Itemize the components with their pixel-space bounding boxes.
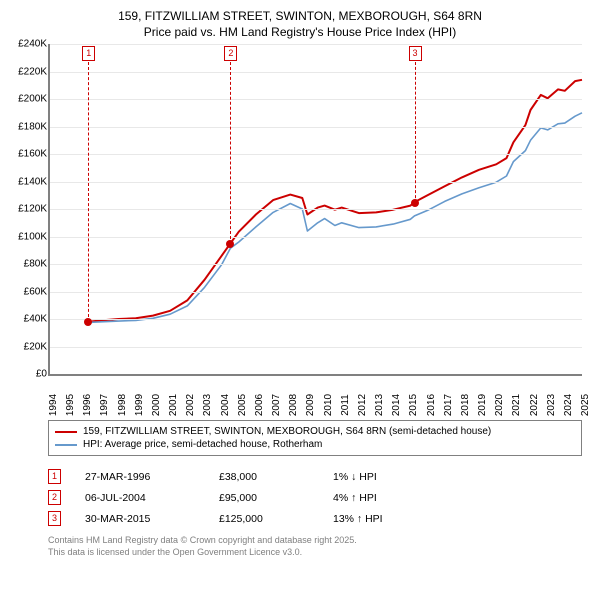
gridline xyxy=(50,154,582,155)
legend-label: 159, FITZWILLIAM STREET, SWINTON, MEXBOR… xyxy=(83,426,491,437)
x-tick-label: 2000 xyxy=(151,394,162,416)
x-tick-label: 2001 xyxy=(168,394,179,416)
x-tick-label: 2012 xyxy=(357,394,368,416)
x-tick-label: 2013 xyxy=(374,394,385,416)
x-tick-label: 2020 xyxy=(494,394,505,416)
x-tick-label: 2005 xyxy=(237,394,248,416)
y-tick-label: £60K xyxy=(24,286,50,297)
y-tick-label: £80K xyxy=(24,259,50,270)
x-tick-label: 2006 xyxy=(254,394,265,416)
footer-line1: Contains HM Land Registry data © Crown c… xyxy=(48,535,582,547)
sale-change: 1% ↓ HPI xyxy=(333,471,453,483)
gridline xyxy=(50,264,582,265)
x-tick-label: 2010 xyxy=(323,394,334,416)
y-tick-label: £20K xyxy=(24,341,50,352)
legend-swatch xyxy=(55,444,77,446)
x-tick-label: 2021 xyxy=(511,394,522,416)
x-tick-label: 2004 xyxy=(220,394,231,416)
x-tick-label: 2009 xyxy=(305,394,316,416)
footer-line2: This data is licensed under the Open Gov… xyxy=(48,547,582,559)
sale-marker-line xyxy=(88,62,89,322)
x-tick-label: 2018 xyxy=(460,394,471,416)
chart: £0£20K£40K£60K£80K£100K£120K£140K£160K£1… xyxy=(48,44,582,394)
sale-price: £125,000 xyxy=(219,513,309,525)
sale-marker-badge: 2 xyxy=(224,46,237,61)
sale-marker-line xyxy=(230,62,231,243)
y-tick-label: £220K xyxy=(18,66,50,77)
x-tick-label: 2002 xyxy=(185,394,196,416)
gridline xyxy=(50,209,582,210)
gridline xyxy=(50,237,582,238)
x-tick-label: 1998 xyxy=(117,394,128,416)
title-line2: Price paid vs. HM Land Registry's House … xyxy=(10,24,590,40)
sale-badge: 2 xyxy=(48,490,61,505)
x-tick-label: 2008 xyxy=(288,394,299,416)
x-tick-label: 2014 xyxy=(391,394,402,416)
gridline xyxy=(50,44,582,45)
x-tick-label: 2015 xyxy=(408,394,419,416)
y-tick-label: £40K xyxy=(24,314,50,325)
x-tick-label: 2022 xyxy=(529,394,540,416)
x-tick-label: 2007 xyxy=(271,394,282,416)
footer: Contains HM Land Registry data © Crown c… xyxy=(48,535,582,558)
legend-label: HPI: Average price, semi-detached house,… xyxy=(83,439,322,450)
sale-marker-line xyxy=(415,62,416,202)
x-tick-label: 2025 xyxy=(580,394,591,416)
sale-badge: 3 xyxy=(48,511,61,526)
sale-change: 13% ↑ HPI xyxy=(333,513,453,525)
y-tick-label: £140K xyxy=(18,176,50,187)
x-tick-label: 1996 xyxy=(82,394,93,416)
sale-price: £38,000 xyxy=(219,471,309,483)
chart-title: 159, FITZWILLIAM STREET, SWINTON, MEXBOR… xyxy=(10,8,590,40)
legend: 159, FITZWILLIAM STREET, SWINTON, MEXBOR… xyxy=(48,420,582,456)
x-tick-label: 2003 xyxy=(202,394,213,416)
x-tick-label: 2019 xyxy=(477,394,488,416)
y-tick-label: £100K xyxy=(18,231,50,242)
series-price_paid xyxy=(88,80,582,322)
legend-item: HPI: Average price, semi-detached house,… xyxy=(55,438,575,451)
legend-item: 159, FITZWILLIAM STREET, SWINTON, MEXBOR… xyxy=(55,425,575,438)
x-tick-label: 2016 xyxy=(426,394,437,416)
x-tick-label: 2011 xyxy=(340,395,351,417)
gridline xyxy=(50,347,582,348)
x-tick-label: 1995 xyxy=(65,394,76,416)
title-line1: 159, FITZWILLIAM STREET, SWINTON, MEXBOR… xyxy=(10,8,590,24)
gridline xyxy=(50,99,582,100)
sale-dot xyxy=(84,318,92,326)
gridline xyxy=(50,319,582,320)
legend-swatch xyxy=(55,431,77,433)
sales-table: 1 27-MAR-1996 £38,000 1% ↓ HPI 2 06-JUL-2004 £… xyxy=(48,466,582,529)
sale-price: £95,000 xyxy=(219,492,309,504)
x-tick-label: 2017 xyxy=(443,394,454,416)
sale-dot xyxy=(411,199,419,207)
y-tick-label: £160K xyxy=(18,149,50,160)
x-tick-label: 1997 xyxy=(99,394,110,416)
y-tick-label: £120K xyxy=(18,204,50,215)
gridline xyxy=(50,292,582,293)
y-tick-label: £180K xyxy=(18,121,50,132)
sale-row: 1 27-MAR-1996 £38,000 1% ↓ HPI xyxy=(48,466,582,487)
y-tick-label: £240K xyxy=(18,39,50,50)
y-tick-label: £200K xyxy=(18,94,50,105)
sale-marker-badge: 1 xyxy=(82,46,95,61)
x-axis-labels: 1994199519961997199819992000200120022003… xyxy=(48,376,582,394)
sale-date: 27-MAR-1996 xyxy=(85,471,195,483)
gridline xyxy=(50,127,582,128)
sale-row: 3 30-MAR-2015 £125,000 13% ↑ HPI xyxy=(48,508,582,529)
plot-area: £0£20K£40K£60K£80K£100K£120K£140K£160K£1… xyxy=(48,44,582,376)
gridline xyxy=(50,72,582,73)
x-tick-label: 2024 xyxy=(563,394,574,416)
x-tick-label: 1994 xyxy=(48,394,59,416)
sale-date: 06-JUL-2004 xyxy=(85,492,195,504)
sale-row: 2 06-JUL-2004 £95,000 4% ↑ HPI xyxy=(48,487,582,508)
sale-dot xyxy=(226,240,234,248)
sale-date: 30-MAR-2015 xyxy=(85,513,195,525)
sale-marker-badge: 3 xyxy=(409,46,422,61)
x-tick-label: 1999 xyxy=(134,394,145,416)
x-tick-label: 2023 xyxy=(546,394,557,416)
sale-change: 4% ↑ HPI xyxy=(333,492,453,504)
sale-badge: 1 xyxy=(48,469,61,484)
gridline xyxy=(50,182,582,183)
